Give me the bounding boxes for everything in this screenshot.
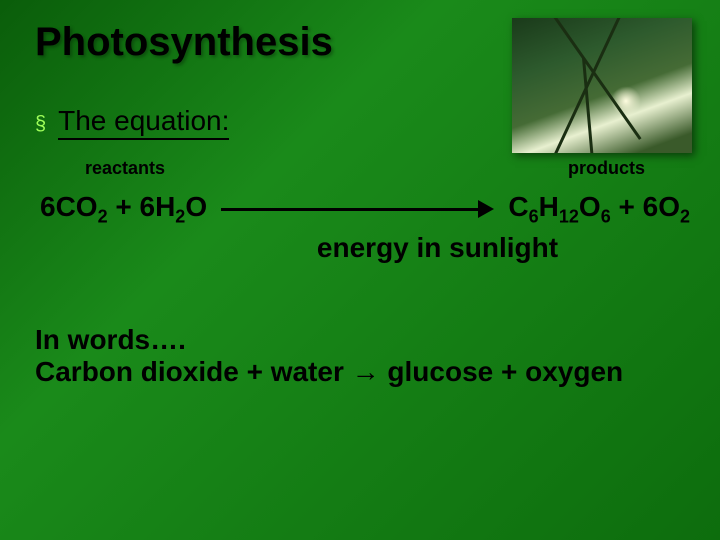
bullet-text: The equation: <box>58 105 229 140</box>
slide: Photosynthesis § The equation: reactants… <box>0 0 720 540</box>
in-words-heading: In words…. <box>35 324 690 356</box>
reactants-label: reactants <box>85 158 165 179</box>
in-words-sentence: Carbon dioxide + water → glucose + oxyge… <box>35 356 690 388</box>
products-label: products <box>568 158 645 179</box>
equation-row: 6CO2 + 6H2O C6H12O6 + 6O2 <box>40 191 690 228</box>
equation-labels: reactants products <box>85 158 645 179</box>
fern-photo <box>512 18 692 153</box>
arrow-label: energy in sunlight <box>185 232 690 264</box>
in-words-block: In words…. Carbon dioxide + water → gluc… <box>35 324 690 388</box>
bullet-marker-icon: § <box>35 114 46 134</box>
reactants-formula: 6CO2 + 6H2O <box>40 191 207 228</box>
reaction-arrow-icon <box>221 200 494 218</box>
products-formula: C6H12O6 + 6O2 <box>508 191 690 228</box>
